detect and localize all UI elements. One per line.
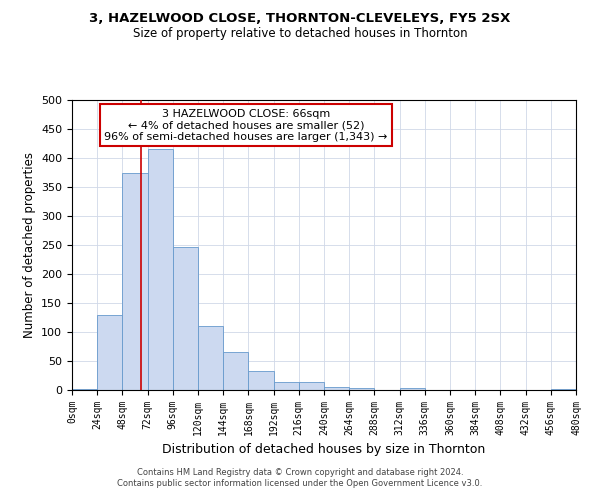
Bar [223, 352, 248, 390]
Bar [173, 246, 198, 390]
Bar [248, 372, 274, 390]
Bar [400, 388, 425, 390]
Bar [299, 382, 324, 390]
Bar [97, 314, 122, 390]
Y-axis label: Number of detached properties: Number of detached properties [23, 152, 35, 338]
Bar [198, 326, 223, 390]
Text: Size of property relative to detached houses in Thornton: Size of property relative to detached ho… [133, 28, 467, 40]
Bar [274, 382, 299, 390]
Bar [551, 389, 576, 390]
Bar [122, 172, 148, 390]
Text: Contains HM Land Registry data © Crown copyright and database right 2024.
Contai: Contains HM Land Registry data © Crown c… [118, 468, 482, 487]
Text: 3 HAZELWOOD CLOSE: 66sqm
← 4% of detached houses are smaller (52)
96% of semi-de: 3 HAZELWOOD CLOSE: 66sqm ← 4% of detache… [104, 108, 388, 142]
Bar [349, 388, 374, 390]
Text: 3, HAZELWOOD CLOSE, THORNTON-CLEVELEYS, FY5 2SX: 3, HAZELWOOD CLOSE, THORNTON-CLEVELEYS, … [89, 12, 511, 26]
Bar [148, 150, 173, 390]
Bar [324, 386, 349, 390]
Bar [72, 389, 97, 390]
X-axis label: Distribution of detached houses by size in Thornton: Distribution of detached houses by size … [163, 444, 485, 456]
